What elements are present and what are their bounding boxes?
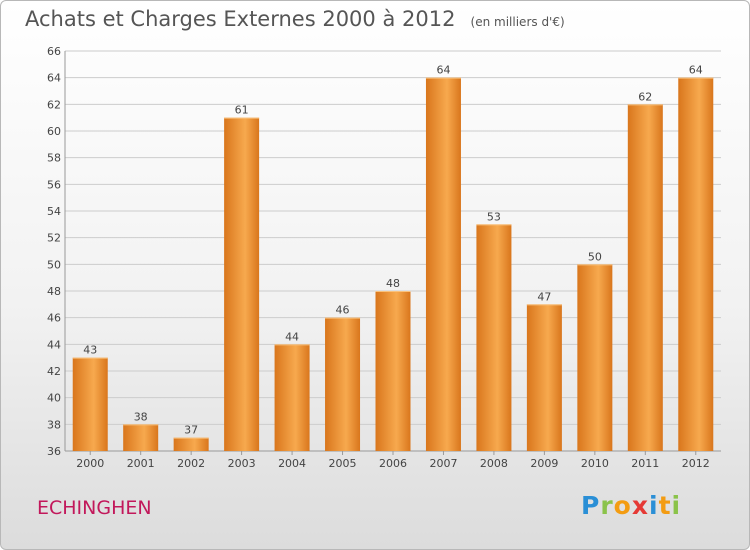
bar-2009	[526, 304, 562, 451]
y-tick-label: 64	[47, 72, 61, 85]
chart-title: Achats et Charges Externes 2000 à 2012	[25, 7, 456, 31]
bar-2003	[224, 117, 260, 452]
data-label-2011: 62	[638, 90, 652, 103]
data-label-2000: 43	[83, 344, 97, 357]
x-tick-label-2007: 2007	[429, 457, 457, 470]
x-tick-label-2005: 2005	[329, 457, 357, 470]
y-tick-label: 50	[47, 258, 61, 271]
y-tick-label: 42	[47, 365, 61, 378]
x-tick-label-2001: 2001	[127, 457, 155, 470]
bar-2010	[577, 264, 613, 451]
y-tick-labels: 36 38 40 42 44 46 48 50 52 54 56 58 60 62 64 66	[47, 45, 61, 458]
bar-2004	[274, 344, 310, 451]
y-tick-label: 48	[47, 285, 61, 298]
x-tick-label-2006: 2006	[379, 457, 407, 470]
y-tick-label: 36	[47, 445, 61, 458]
x-tick-label-2010: 2010	[581, 457, 609, 470]
chart-header: Achats et Charges Externes 2000 à 2012 (…	[25, 7, 565, 31]
y-tick-label: 66	[47, 45, 61, 58]
y-tick-label: 46	[47, 312, 61, 325]
y-tick-label: 60	[47, 125, 61, 138]
bars	[72, 77, 714, 452]
x-tick-labels: 2000 2001 2002 2003 2004 2005 2006 2007 2008 2009…	[76, 451, 710, 470]
bar-2012	[678, 77, 714, 452]
bar-2002	[173, 437, 209, 451]
y-tick-label: 56	[47, 178, 61, 191]
x-tick-label-2008: 2008	[480, 457, 508, 470]
y-tick-label: 44	[47, 338, 61, 351]
y-tick-label: 52	[47, 232, 61, 245]
data-label-2012: 64	[689, 64, 703, 77]
commune-name: ECHINGHEN	[37, 497, 152, 519]
bar-2001	[123, 424, 159, 451]
chart-unit: (en milliers d'€)	[470, 15, 565, 29]
y-tick-label: 54	[47, 205, 61, 218]
bar-2005	[325, 317, 361, 451]
y-tick-label: 58	[47, 152, 61, 165]
data-labels: 43 38 37 61 44 46 48 64 53 47 50 62 64	[83, 64, 703, 437]
x-tick-label-2012: 2012	[682, 457, 710, 470]
x-tick-label-2011: 2011	[631, 457, 659, 470]
data-label-2007: 64	[436, 64, 450, 77]
y-tick-label: 62	[47, 98, 61, 111]
x-tick-label-2009: 2009	[530, 457, 558, 470]
bar-2011	[627, 104, 663, 451]
proxiti-logo: Proxiti	[581, 491, 682, 520]
x-tick-label-2004: 2004	[278, 457, 306, 470]
data-label-2005: 46	[336, 304, 350, 317]
x-tick-label-2002: 2002	[177, 457, 205, 470]
x-tick-label-2000: 2000	[76, 457, 104, 470]
data-label-2010: 50	[588, 250, 602, 263]
y-tick-label: 40	[47, 392, 61, 405]
x-tick-label-2003: 2003	[228, 457, 256, 470]
bar-2007	[425, 77, 461, 452]
bar-2008	[476, 224, 512, 451]
bar-2000	[72, 357, 108, 451]
data-label-2001: 38	[134, 410, 148, 423]
data-label-2006: 48	[386, 277, 400, 290]
data-label-2004: 44	[285, 330, 299, 343]
data-label-2008: 53	[487, 210, 501, 223]
data-label-2002: 37	[184, 424, 198, 437]
data-label-2003: 61	[235, 104, 249, 117]
data-label-2009: 47	[537, 290, 551, 303]
bar-2006	[375, 291, 411, 451]
y-tick-label: 38	[47, 418, 61, 431]
